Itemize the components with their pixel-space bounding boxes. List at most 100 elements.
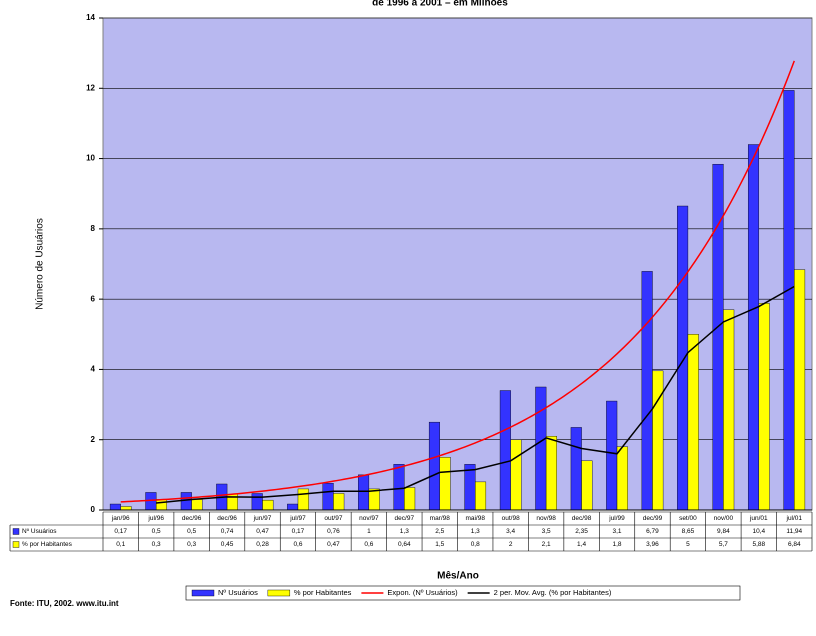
- x-tick-label: mai/98: [465, 515, 485, 522]
- data-label: 0,64: [398, 541, 411, 548]
- bar: [287, 503, 299, 511]
- x-tick-label: mar/98: [430, 515, 451, 522]
- x-tick-label: jun/01: [749, 515, 768, 522]
- y-axis-label: Número de Usuários: [35, 218, 46, 310]
- data-label: 0,76: [327, 528, 340, 535]
- bar: [510, 439, 522, 511]
- data-label: 0,3: [187, 541, 196, 548]
- bar: [783, 90, 795, 511]
- bar: [155, 499, 168, 511]
- data-label: 11,94: [786, 528, 802, 535]
- x-tick-label: out/97: [324, 515, 342, 522]
- bar: [545, 436, 557, 511]
- trendline: [120, 60, 795, 503]
- bar: [428, 421, 440, 511]
- data-label: 6,84: [788, 541, 801, 548]
- x-tick-label: nov/97: [359, 515, 379, 522]
- data-label: 5: [686, 541, 690, 548]
- legend-key: [12, 528, 20, 535]
- y-tick-label: 0: [91, 505, 96, 514]
- x-tick-label: jan/96: [111, 515, 130, 522]
- data-label: 0,8: [471, 541, 480, 548]
- data-label: 2,1: [542, 541, 551, 548]
- table-row-label: % por Habitantes: [22, 541, 73, 548]
- legend-label: 2 per. Mov. Avg. (% por Habitantes): [494, 588, 612, 597]
- bar: [616, 446, 628, 511]
- x-tick-label: nov/00: [714, 515, 734, 522]
- data-label: 0,5: [187, 528, 196, 535]
- x-tick-label: nov/98: [536, 515, 556, 522]
- data-label: 1,3: [400, 528, 409, 535]
- y-tick-label: 12: [86, 83, 95, 92]
- bar: [535, 386, 547, 511]
- y-tick-label: 4: [91, 365, 96, 374]
- source: Fonte: ITU, 2002. www.itu.int: [10, 599, 119, 608]
- data-label: 2,5: [435, 528, 444, 535]
- data-label: 9,84: [717, 528, 730, 535]
- data-label: 6,79: [646, 528, 659, 535]
- bar: [606, 400, 618, 511]
- bar: [180, 492, 192, 511]
- bar: [322, 483, 334, 511]
- x-tick-label: jul/96: [147, 515, 164, 522]
- bar: [641, 271, 653, 511]
- table-row-label: Nº Usuários: [22, 528, 57, 535]
- bar: [687, 334, 699, 511]
- bar: [499, 390, 511, 511]
- data-label: 3,5: [542, 528, 551, 535]
- data-label: 5,88: [752, 541, 765, 548]
- bar: [404, 487, 416, 511]
- bar: [109, 503, 121, 511]
- data-label: 1,5: [435, 541, 444, 548]
- data-label: 1,8: [613, 541, 622, 548]
- y-tick-label: 6: [91, 294, 96, 303]
- bar: [570, 427, 582, 511]
- bar: [475, 481, 487, 511]
- data-label: 0,28: [256, 541, 269, 548]
- legend-label: Expon. (Nº Usuários): [387, 588, 458, 597]
- data-label: 2,35: [575, 528, 588, 535]
- bar: [581, 460, 593, 511]
- trendline: [156, 285, 795, 504]
- data-label: 0,6: [364, 541, 373, 548]
- data-label: 5,7: [719, 541, 728, 548]
- x-tick-label: jun/97: [253, 515, 272, 522]
- bar: [747, 144, 760, 511]
- bar: [677, 205, 689, 511]
- legend-label: % por Habitantes: [294, 588, 352, 597]
- data-label: 3,96: [646, 541, 659, 548]
- data-label: 0,74: [221, 528, 234, 535]
- legend-key: [191, 589, 215, 597]
- plot-area: [102, 17, 813, 511]
- x-tick-label: jul/01: [786, 515, 803, 522]
- legend-key: [267, 589, 291, 597]
- legend-key: [12, 541, 20, 548]
- y-tick-label: 2: [91, 435, 96, 444]
- x-tick-label: jul/99: [608, 515, 625, 522]
- data-label: 0,1: [116, 541, 125, 548]
- legend: [185, 585, 741, 601]
- bar: [191, 499, 203, 511]
- x-tick-label: dec/97: [395, 515, 415, 522]
- bar: [120, 506, 132, 511]
- bar: [251, 493, 263, 511]
- data-label: 0,45: [221, 541, 234, 548]
- chart-title: de 1996 a 2001 – em Milhões: [372, 0, 508, 9]
- data-label: 0,47: [256, 528, 269, 535]
- bar: [393, 464, 405, 511]
- y-tick-label: 14: [86, 13, 95, 22]
- bar: [333, 493, 345, 511]
- bar: [464, 464, 476, 511]
- data-label: 1,3: [471, 528, 480, 535]
- data-label: 0,17: [114, 528, 127, 535]
- data-label: 1: [367, 528, 371, 535]
- data-label: 0,6: [293, 541, 302, 548]
- bar: [758, 303, 770, 511]
- bar: [368, 488, 380, 511]
- data-label: 0,47: [327, 541, 340, 548]
- bar: [439, 457, 451, 511]
- data-label: 3,4: [506, 528, 515, 535]
- legend-label: Nº Usuários: [218, 588, 258, 597]
- data-label: 0,5: [152, 528, 161, 535]
